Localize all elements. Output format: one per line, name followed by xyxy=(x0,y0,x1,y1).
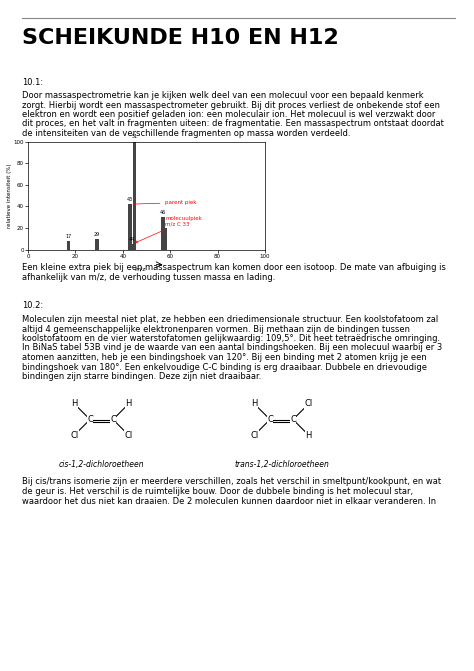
Text: Een kleine extra piek bij een massaspectrum kan komen door een isotoop. De mate : Een kleine extra piek bij een massaspect… xyxy=(22,264,446,272)
Text: Cl: Cl xyxy=(250,431,259,440)
Text: waardoor het dus niet kan draaien. De 2 moleculen kunnen daardoor niet in elkaar: waardoor het dus niet kan draaien. De 2 … xyxy=(22,497,436,505)
Text: SCHEIKUNDE H10 EN H12: SCHEIKUNDE H10 EN H12 xyxy=(22,28,339,48)
Text: Door massaspectrometrie kan je kijken welk deel van een molecuul voor een bepaal: Door massaspectrometrie kan je kijken we… xyxy=(22,91,424,100)
Text: dit proces, en het valt in fragmenten uiteen: de fragmentatie. Een massaspectrum: dit proces, en het valt in fragmenten ui… xyxy=(22,119,444,129)
Text: H: H xyxy=(125,399,132,409)
Text: de intensiteiten van de verschillende fragmenten op massa worden verdeeld.: de intensiteiten van de verschillende fr… xyxy=(22,129,350,138)
Text: 10.2:: 10.2: xyxy=(22,301,43,309)
Text: trans-1,2-dichloroetheen: trans-1,2-dichloroetheen xyxy=(234,460,329,468)
Bar xyxy=(161,217,165,250)
Text: m/z: m/z xyxy=(135,267,146,272)
Text: C: C xyxy=(110,415,116,424)
Text: 10.1:: 10.1: xyxy=(22,78,43,87)
Text: 29: 29 xyxy=(94,231,100,237)
Text: molecuulpiek
m/z C 33: molecuulpiek m/z C 33 xyxy=(136,216,202,243)
Bar xyxy=(164,228,167,250)
Text: cis-1,2-dichloroetheen: cis-1,2-dichloroetheen xyxy=(59,460,144,468)
Text: 17: 17 xyxy=(65,234,72,239)
Text: 44: 44 xyxy=(129,237,136,242)
Bar xyxy=(128,204,132,250)
Y-axis label: relatieve intensiteit (%): relatieve intensiteit (%) xyxy=(7,163,12,227)
Text: altijd 4 gemeenschappelijke elektronenparen vormen. Bij methaan zijn de bindinge: altijd 4 gemeenschappelijke elektronenpa… xyxy=(22,325,410,333)
Bar xyxy=(66,241,70,250)
Text: Bij cis/trans isomerie zijn er meerdere verschillen, zoals het verschil in smelt: Bij cis/trans isomerie zijn er meerdere … xyxy=(22,478,441,486)
Bar xyxy=(95,239,99,250)
Text: parent piek: parent piek xyxy=(134,200,197,205)
Text: Cl: Cl xyxy=(70,431,79,440)
Text: Moleculen zijn meestal niet plat, ze hebben een driedimensionale structuur. Een : Moleculen zijn meestal niet plat, ze heb… xyxy=(22,315,438,324)
Bar xyxy=(133,142,137,250)
Text: afhankelijk van m/z, de verhouding tussen massa en lading.: afhankelijk van m/z, de verhouding tusse… xyxy=(22,273,275,282)
Text: 43: 43 xyxy=(127,197,133,202)
Text: Cl: Cl xyxy=(125,431,133,440)
Text: 46: 46 xyxy=(160,210,166,215)
Text: bindingshoek van 180°. Een enkelvoudige C-C binding is erg draaibaar. Dubbele en: bindingshoek van 180°. Een enkelvoudige … xyxy=(22,362,427,372)
Text: In BiNaS tabel 53B vind je de waarde van een aantal bindingshoeken. Bij een mole: In BiNaS tabel 53B vind je de waarde van… xyxy=(22,344,442,352)
Text: koolstofatoom en de vier waterstofatomen gelijkwaardig: 109,5°. Dit heet tetraëd: koolstofatoom en de vier waterstofatomen… xyxy=(22,334,440,343)
Text: elektron en wordt een positief geladen ion: een moleculair ion. Het molecuul is : elektron en wordt een positief geladen i… xyxy=(22,110,436,119)
Text: bindingen zijn starre bindingen. Deze zijn niet draaibaar.: bindingen zijn starre bindingen. Deze zi… xyxy=(22,372,261,381)
Text: C: C xyxy=(87,415,93,424)
Text: 51: 51 xyxy=(131,134,138,140)
Text: C: C xyxy=(290,415,296,424)
Text: atomen aanzitten, heb je een bindingshoek van 120°. Bij een binding met 2 atomen: atomen aanzitten, heb je een bindingshoe… xyxy=(22,353,427,362)
Bar xyxy=(130,244,134,250)
Text: H: H xyxy=(305,431,312,440)
Text: zorgt. Hierbij wordt een massaspectrometer gebruikt. Bij dit proces verliest de : zorgt. Hierbij wordt een massaspectromet… xyxy=(22,101,440,109)
Text: Cl: Cl xyxy=(304,399,313,409)
Text: H: H xyxy=(251,399,258,409)
Text: C: C xyxy=(267,415,273,424)
Text: de geur is. Het verschil is de ruimtelijke bouw. Door de dubbele binding is het : de geur is. Het verschil is de ruimtelij… xyxy=(22,487,413,496)
Text: H: H xyxy=(71,399,78,409)
